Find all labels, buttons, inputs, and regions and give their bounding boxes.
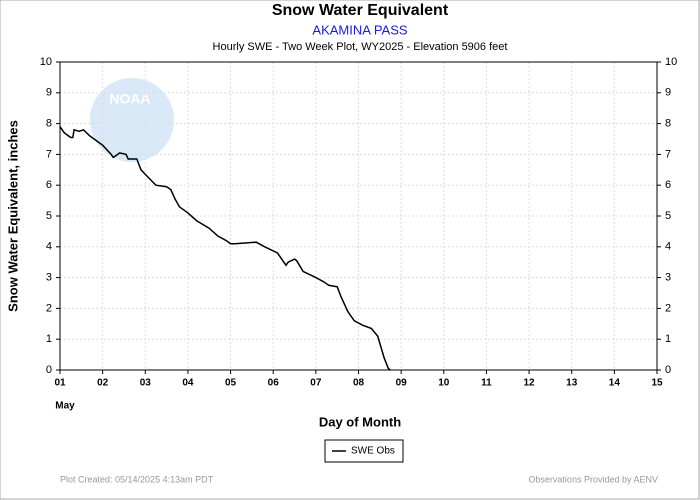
- y-tick-label: 1: [46, 333, 52, 345]
- x-tick-label: 14: [609, 378, 621, 389]
- x-tick-label: 05: [225, 378, 237, 389]
- x-tick-label: 11: [481, 378, 492, 389]
- x-tick-label: 08: [353, 378, 365, 389]
- x-tick-label: 15: [651, 378, 663, 389]
- y-tick-label: 7: [46, 148, 52, 160]
- y2-tick-label: 8: [665, 118, 671, 130]
- x-tick-label: 10: [438, 378, 450, 389]
- x-tick-label: 01: [54, 378, 66, 389]
- x-tick-label: 09: [396, 378, 408, 389]
- y2-tick-label: 0: [665, 364, 671, 376]
- y2-tick-label: 2: [665, 302, 671, 314]
- logo-text: NOAA: [109, 91, 150, 107]
- x-tick-label: 06: [268, 378, 280, 389]
- y2-tick-label: 3: [665, 272, 671, 284]
- x-tick-label: 07: [310, 378, 322, 389]
- y2-tick-label: 6: [665, 179, 671, 191]
- y2-tick-label: 9: [665, 87, 671, 99]
- y2-tick-label: 4: [665, 241, 671, 253]
- x-axis-sublabel: May: [55, 401, 75, 412]
- y2-tick-label: 5: [665, 210, 671, 222]
- y2-tick-label: 7: [665, 148, 671, 160]
- y-tick-label: 9: [46, 87, 52, 99]
- y2-tick-label: 1: [665, 333, 671, 345]
- legend-box: [324, 439, 404, 463]
- x-axis-label: Day of Month: [319, 414, 401, 429]
- chart-description: Hourly SWE - Two Week Plot, WY2025 - Ele…: [213, 41, 508, 53]
- x-tick-label: 04: [182, 378, 194, 389]
- series-line: [59, 126, 391, 371]
- x-tick-label: 03: [140, 378, 152, 389]
- plot-area: [59, 61, 658, 371]
- y-tick-label: 0: [46, 364, 52, 376]
- x-tick-label: 12: [524, 378, 536, 389]
- y-tick-label: 6: [46, 179, 52, 191]
- chart-subtitle: AKAMINA PASS: [312, 22, 407, 37]
- footer-right: Observations Provided by AENV: [528, 474, 658, 484]
- y-axis-label: Snow Water Equivalent, inches: [5, 120, 20, 312]
- footer-left: Plot Created: 05/14/2025 4:13am PDT: [60, 474, 214, 484]
- y-tick-label: 5: [46, 210, 52, 222]
- x-tick-label: 02: [97, 378, 109, 389]
- x-tick-label: 13: [566, 378, 578, 389]
- y-tick-label: 10: [40, 56, 52, 68]
- logo: [90, 78, 174, 162]
- y-tick-label: 3: [46, 272, 52, 284]
- y-tick-label: 8: [46, 118, 52, 130]
- chart-title: Snow Water Equivalent: [272, 2, 449, 19]
- y-tick-label: 2: [46, 302, 52, 314]
- legend-label: SWE Obs: [351, 446, 395, 457]
- y-tick-label: 4: [46, 241, 52, 253]
- y2-tick-label: 10: [665, 56, 677, 68]
